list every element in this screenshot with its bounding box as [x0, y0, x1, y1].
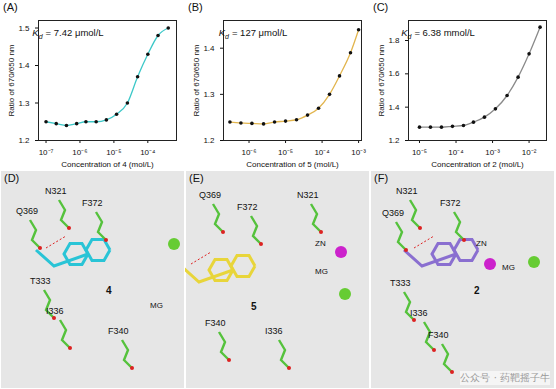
svg-text:MG: MG [150, 301, 163, 310]
svg-text:N321: N321 [297, 190, 319, 200]
svg-text:MG: MG [502, 263, 515, 272]
html-text:(B): (B) [188, 1, 203, 13]
svg-text:F340: F340 [108, 326, 129, 336]
svg-text:Ratio of 670/650 nm: Ratio of 670/650 nm [377, 44, 386, 116]
svg-text:(E): (E) [189, 172, 204, 184]
svg-text:I336: I336 [265, 326, 283, 336]
svg-text:1.4: 1.4 [203, 44, 215, 53]
svg-text:10⁻²: 10⁻² [522, 148, 537, 157]
svg-text:Q369: Q369 [382, 208, 404, 218]
svg-text:1.5: 1.5 [18, 24, 30, 33]
svg-text:(F): (F) [374, 172, 388, 184]
svg-text:1.4: 1.4 [388, 103, 400, 112]
svg-text:Concentration of 5 (mol/L): Concentration of 5 (mol/L) [246, 160, 339, 169]
svg-text:10⁻³: 10⁻³ [351, 148, 366, 157]
svg-text:5: 5 [251, 301, 257, 312]
svg-text:N321: N321 [45, 186, 67, 196]
svg-text:1.2: 1.2 [18, 136, 30, 145]
svg-text:ZN: ZN [315, 239, 326, 248]
svg-text:10⁻⁶: 10⁻⁶ [72, 148, 87, 157]
svg-text:10⁻⁴: 10⁻⁴ [314, 148, 330, 157]
svg-text:2: 2 [474, 285, 480, 296]
svg-text:Q369: Q369 [199, 190, 221, 200]
svg-text:N321: N321 [396, 186, 418, 196]
svg-text:1.3: 1.3 [203, 90, 215, 99]
svg-text:Kd= 6.38 mmol/L: Kd= 6.38 mmol/L [401, 27, 475, 40]
svg-text:Ratio of 670/650 nm: Ratio of 670/650 nm [7, 44, 16, 116]
svg-text:Q369: Q369 [16, 206, 38, 216]
svg-text:I336: I336 [410, 308, 428, 318]
svg-text:F340: F340 [428, 330, 449, 340]
svg-text:10⁻⁵: 10⁻⁵ [106, 148, 121, 157]
svg-text:1.3: 1.3 [18, 99, 30, 108]
svg-text:F372: F372 [237, 202, 258, 212]
html-text:(A): (A) [3, 1, 18, 13]
html-text:公众号 · 药靶摇子牛: 公众号 · 药靶摇子牛 [460, 372, 550, 383]
svg-text:F372: F372 [82, 198, 103, 208]
svg-text:MG: MG [315, 267, 328, 276]
svg-text:1.4: 1.4 [18, 61, 30, 70]
svg-text:T333: T333 [390, 278, 411, 288]
html-text:(C): (C) [373, 1, 389, 13]
svg-text:10⁻³: 10⁻³ [485, 148, 500, 157]
svg-text:I336: I336 [46, 306, 64, 316]
svg-text:F340: F340 [205, 318, 226, 328]
svg-text:10⁻⁴: 10⁻⁴ [448, 148, 464, 157]
svg-text:F372: F372 [440, 198, 461, 208]
svg-text:10⁻⁷: 10⁻⁷ [39, 148, 54, 157]
svg-text:Ratio of 670/650 nm: Ratio of 670/650 nm [192, 44, 201, 116]
svg-text:Concentration of 2 (mol/L): Concentration of 2 (mol/L) [431, 160, 524, 169]
svg-text:1.2: 1.2 [203, 136, 215, 145]
svg-text:ZN: ZN [476, 239, 487, 248]
svg-text:4: 4 [106, 285, 112, 296]
svg-text:T333: T333 [30, 276, 51, 286]
svg-text:1.8: 1.8 [388, 36, 400, 45]
svg-text:1.6: 1.6 [388, 69, 400, 78]
svg-text:10⁻⁴: 10⁻⁴ [140, 148, 156, 157]
svg-text:Kd= 127 μmol/L: Kd= 127 μmol/L [219, 27, 288, 40]
svg-text:Kd= 7.42 μmol/L: Kd= 7.42 μmol/L [32, 27, 103, 40]
svg-text:Concentration of 4 (mol/L): Concentration of 4 (mol/L) [61, 160, 154, 169]
svg-text:10⁻⁵: 10⁻⁵ [278, 148, 293, 157]
svg-text:10⁻⁵: 10⁻⁵ [412, 148, 427, 157]
svg-text:1.2: 1.2 [388, 136, 400, 145]
svg-text:(D): (D) [4, 172, 19, 184]
svg-text:10⁻⁶: 10⁻⁶ [241, 148, 256, 157]
